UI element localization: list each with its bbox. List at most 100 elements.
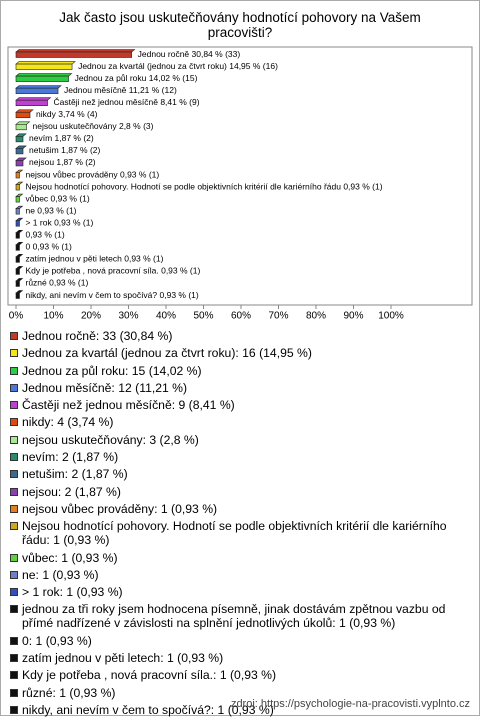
- legend-swatch: [10, 688, 18, 697]
- legend-label: Kdy je potřeba , nová pracovní síla.: 1 …: [22, 668, 277, 683]
- bar: [15, 87, 59, 94]
- legend-swatch: [10, 401, 18, 410]
- legend-label: > 1 rok: 1 (0,93 %): [22, 585, 123, 600]
- legend-item: Nejsou hodnotící pohovory. Hodnotí se po…: [10, 519, 472, 547]
- bar-label: Jednou měsíčně 11,21 % (12): [64, 85, 177, 95]
- bar: [15, 292, 20, 299]
- bar: [15, 63, 73, 70]
- bar: [15, 196, 20, 203]
- legend-label: Častěji než jednou měsíčně: 9 (8,41 %): [22, 398, 235, 413]
- bar: [15, 99, 48, 106]
- bar-label: Kdy je potřeba , nová pracovní síla. 0,9…: [25, 266, 200, 276]
- bar-label: > 1 rok 0,93 % (1): [25, 217, 93, 227]
- legend-label: ne: 1 (0,93 %): [22, 567, 99, 582]
- legend-item: nikdy, ani nevím v čem to spočívá?: 1 (0…: [10, 703, 472, 717]
- bar: [15, 268, 20, 275]
- legend-label: vůbec: 1 (0,93 %): [22, 550, 118, 565]
- legend-swatch: [10, 705, 18, 714]
- legend-item: zatím jednou v pěti letech: 1 (0,93 %): [10, 651, 472, 665]
- bar: [15, 280, 20, 287]
- x-tick-label: 70%: [268, 311, 288, 322]
- legend-swatch: [10, 349, 18, 358]
- legend-label: nejsou vůbec prováděny: 1 (0,93 %): [22, 501, 218, 516]
- bar-label: nikdy 3,74 % (4): [36, 109, 98, 119]
- bar-label: Častěji než jednou měsíčně 8,41 % (9): [54, 97, 200, 107]
- legend-item: jednou za tři roky jsem hodnocena písemn…: [10, 602, 472, 630]
- legend-label: nejsou: 2 (1,87 %): [22, 484, 121, 499]
- legend-label: Nejsou hodnotící pohovory. Hodnotí se po…: [22, 519, 447, 548]
- legend-item: Kdy je potřeba , nová pracovní síla.: 1 …: [10, 668, 472, 682]
- x-tick-label: 30%: [118, 311, 138, 322]
- x-tick-label: 50%: [193, 311, 213, 322]
- chart-title: Jak často jsou uskutečňovány hodnotící p…: [59, 10, 421, 40]
- x-tick-label: 100%: [378, 311, 404, 322]
- legend-swatch: [10, 570, 18, 579]
- bar: [15, 232, 20, 239]
- bar: [15, 220, 20, 227]
- legend-item: Jednou za půl roku: 15 (14,02 %): [10, 364, 472, 378]
- x-tick-label: 0%: [9, 311, 24, 322]
- legend-label: různé: 1 (0,93 %): [22, 685, 116, 700]
- legend-label: zatím jednou v pěti letech: 1 (0,93 %): [22, 651, 224, 666]
- legend-swatch: [10, 435, 18, 444]
- x-tick-label: 20%: [81, 311, 101, 322]
- bar-top: [15, 49, 136, 53]
- legend-swatch: [10, 453, 18, 462]
- legend-item: nikdy: 4 (3,74 %): [10, 415, 472, 429]
- x-tick-label: 40%: [156, 311, 176, 322]
- bar-label: různé 0,93 % (1): [25, 278, 88, 288]
- legend: Jednou ročně: 33 (30,84 %) Jednou za kvar…: [10, 329, 472, 720]
- legend-label: nevím: 2 (1,87 %): [22, 450, 119, 465]
- legend-item: nejsou: 2 (1,87 %): [10, 485, 472, 499]
- legend-label: jednou za tři roky jsem hodnocena písemn…: [22, 602, 446, 631]
- legend-label: Jednou za půl roku: 15 (14,02 %): [22, 363, 202, 378]
- legend-swatch: [10, 654, 18, 663]
- bar-label: Jednou za kvartál (jednou za čtvrt roku)…: [78, 61, 278, 71]
- legend-item: Jednou ročně: 33 (30,84 %): [10, 329, 472, 343]
- bar: [15, 148, 24, 155]
- bar-label: Jednou ročně 30,84 % (33): [138, 49, 241, 59]
- legend-label: nikdy: 4 (3,74 %): [22, 415, 114, 430]
- legend-swatch: [10, 418, 18, 427]
- legend-swatch: [10, 605, 18, 614]
- legend-swatch: [10, 504, 18, 513]
- legend-label: Jednou ročně: 33 (30,84 %): [22, 329, 173, 343]
- bar-top: [15, 97, 52, 101]
- legend-label: Jednou za kvartál (jednou za čtvrt roku)…: [22, 346, 312, 361]
- bar: [15, 172, 20, 179]
- plot-area: [7, 46, 473, 306]
- source: zdroj: https://psychologie-na-pracovisti…: [230, 698, 470, 710]
- legend-item: 0: 1 (0,93 %): [10, 634, 472, 648]
- bar: [15, 51, 132, 58]
- legend-item: Jednou za kvartál (jednou za čtvrt roku)…: [10, 346, 472, 360]
- legend-item: netušim: 2 (1,87 %): [10, 467, 472, 481]
- bar: [15, 136, 24, 143]
- bar-label: Nejsou hodnotící pohovory. Hodnotí se po…: [25, 181, 382, 191]
- bar: [15, 111, 31, 119]
- bar-label: nevím 1,87 % (2): [29, 133, 94, 143]
- legend-swatch: [10, 522, 18, 531]
- legend-swatch: [10, 383, 18, 392]
- bar-label: netušim 1,87 % (2): [29, 145, 101, 155]
- bar-label: 0,93 % (1): [25, 230, 64, 240]
- legend-item: Jednou měsíčně: 12 (11,21 %): [10, 381, 472, 395]
- legend-item: Častěji než jednou měsíčně: 9 (8,41 %): [10, 398, 472, 412]
- legend-swatch: [10, 470, 18, 479]
- bar: [15, 208, 20, 215]
- bar-label: zatím jednou v pěti letech 0,93 % (1): [25, 254, 163, 264]
- bar-label: ne 0,93 % (1): [25, 205, 76, 215]
- legend-item: nejsou uskutečňovány: 3 (2,8 %): [10, 433, 472, 447]
- bar-label: vůbec 0,93 % (1): [25, 193, 89, 203]
- bar: [15, 75, 69, 82]
- legend-item: ne: 1 (0,93 %): [10, 568, 472, 582]
- chart: 0% 10% 20% 30% 40% 50% 60% 70% 80% 90% 100% Jednou …: [7, 46, 473, 322]
- bar-label: Jednou za půl roku 14,02 % (15): [75, 73, 198, 83]
- legend-item: vůbec: 1 (0,93 %): [10, 551, 472, 565]
- legend-swatch: [10, 553, 18, 562]
- bar-label: nejsou 1,87 % (2): [29, 157, 96, 167]
- bar-label: nikdy, ani nevím v čem to spočívá? 0,93 …: [25, 290, 198, 300]
- legend-label: nejsou uskutečňovány: 3 (2,8 %): [22, 432, 199, 447]
- x-tick-label: 90%: [343, 311, 363, 322]
- bar: [15, 256, 20, 263]
